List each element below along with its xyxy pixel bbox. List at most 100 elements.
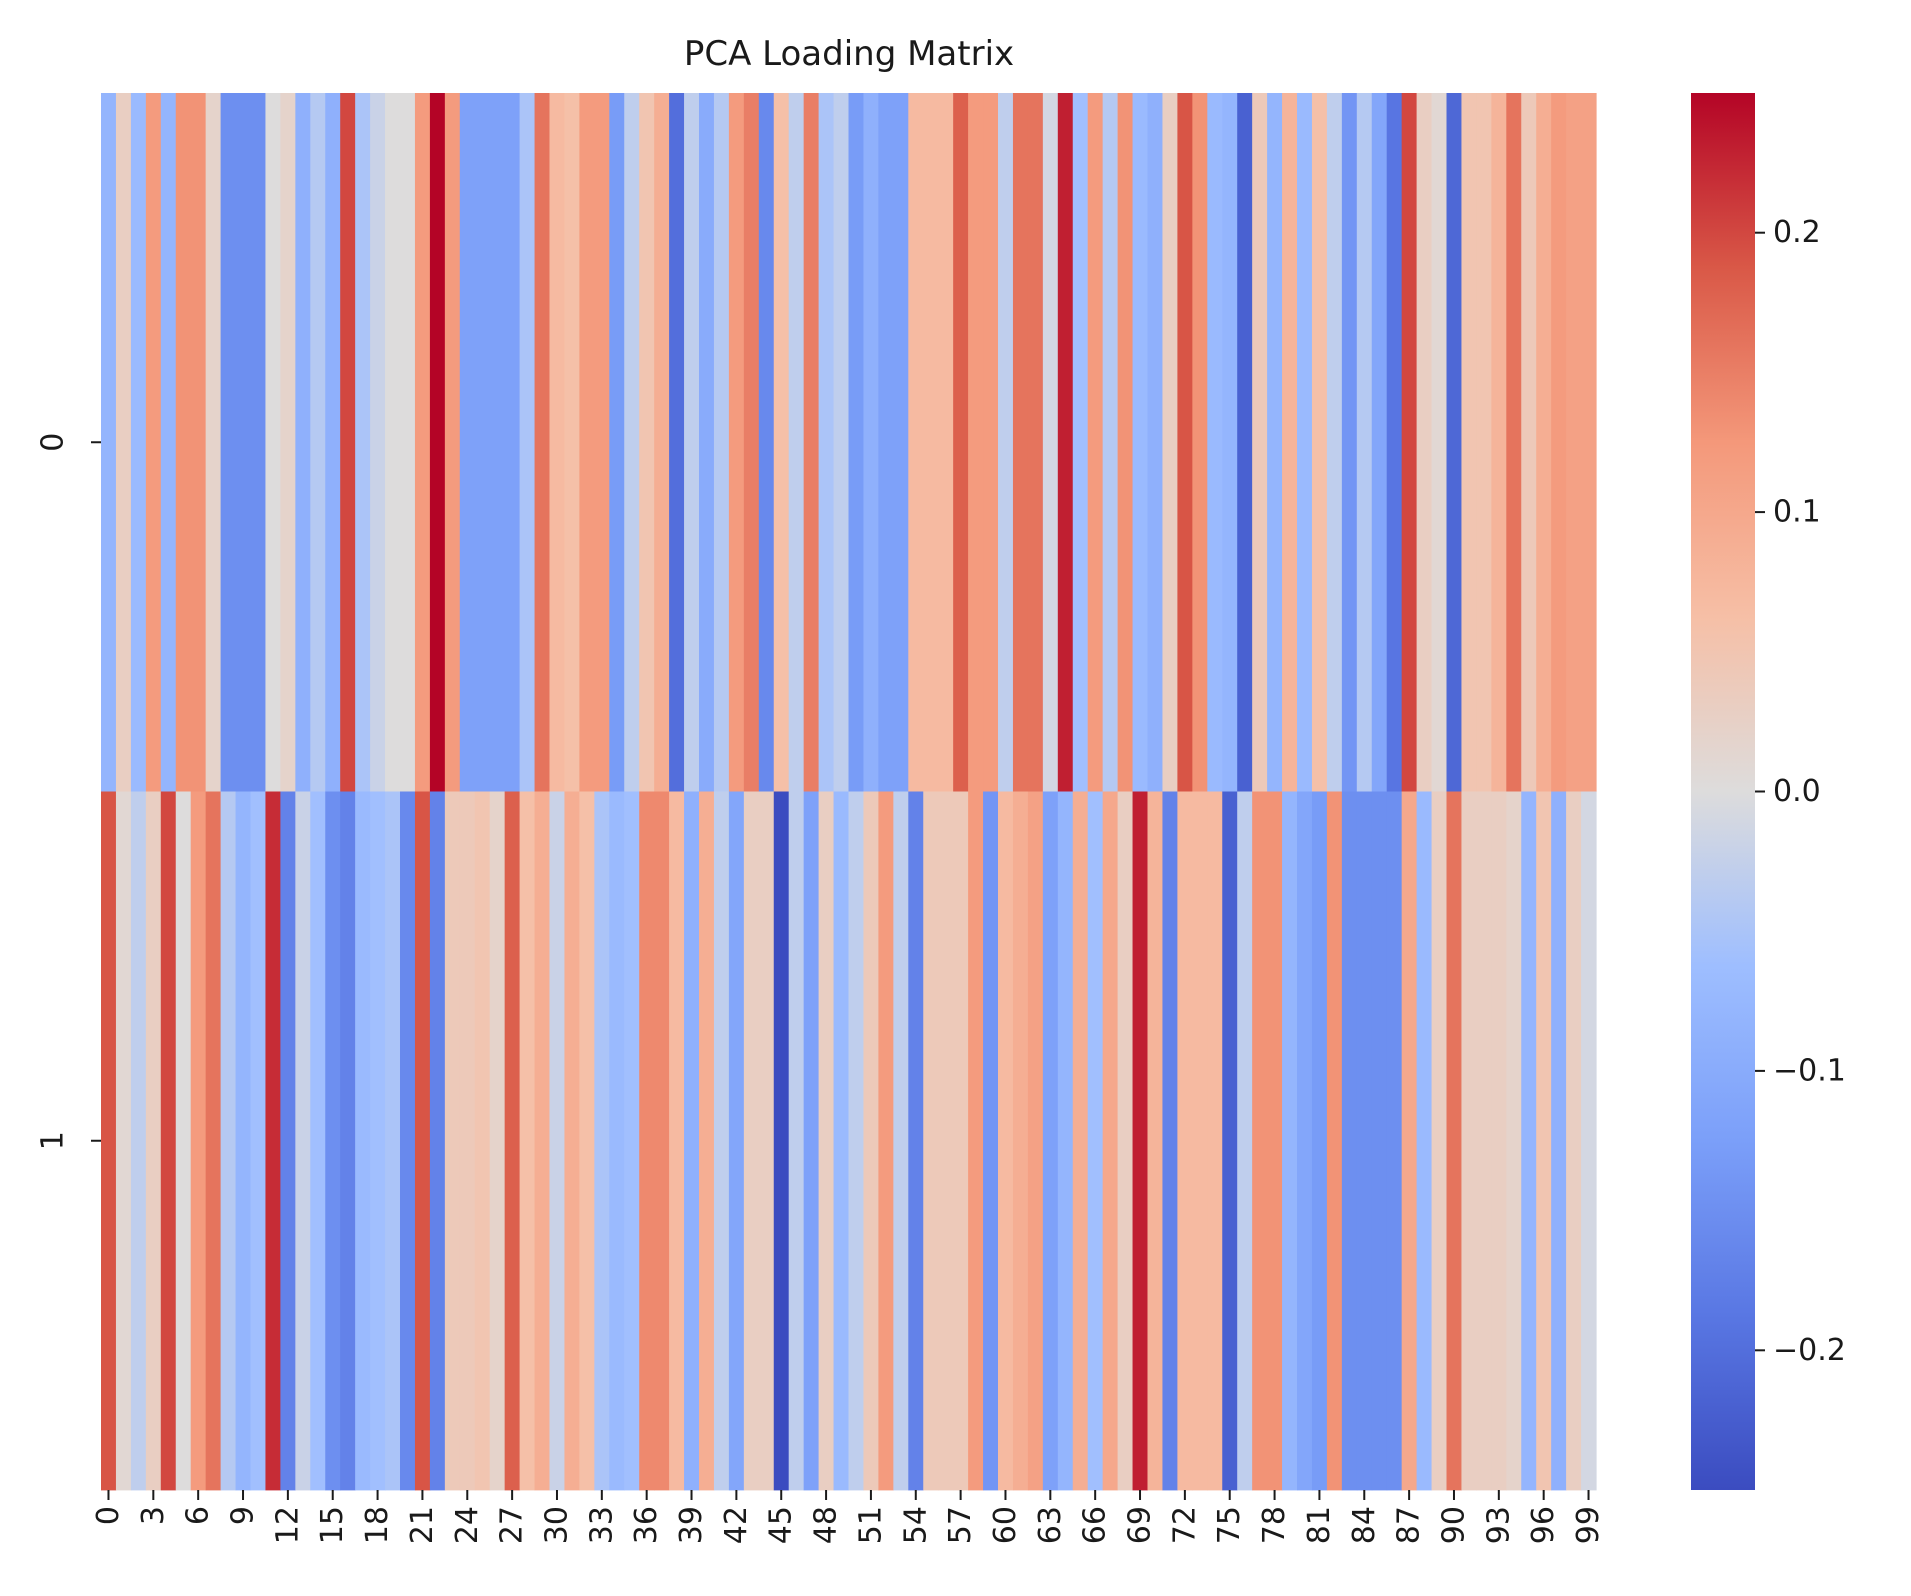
heatmap-cell	[1566, 791, 1582, 1491]
heatmap-cell	[1581, 93, 1597, 792]
heatmap-cell	[1506, 791, 1522, 1491]
heatmap-cell	[968, 93, 984, 792]
heatmap-cell	[609, 791, 625, 1491]
x-tick-label: 39	[674, 1506, 709, 1544]
heatmap-cell	[414, 93, 431, 792]
heatmap-cell	[1087, 791, 1104, 1491]
heatmap-cell	[1311, 791, 1328, 1491]
heatmap-cell	[788, 791, 805, 1491]
heatmap-cell	[310, 93, 326, 792]
heatmap-cell	[1087, 93, 1104, 792]
heatmap-cell	[773, 93, 790, 792]
heatmap-cell	[1102, 93, 1119, 792]
heatmap-cell	[280, 93, 296, 792]
heatmap-cell	[713, 791, 730, 1491]
heatmap-cell	[474, 93, 491, 792]
heatmap-cell	[400, 93, 416, 792]
heatmap-cell	[444, 93, 461, 792]
heatmap-cell	[624, 93, 640, 792]
heatmap-cell	[938, 93, 954, 792]
x-tick-label: 66	[1078, 1506, 1113, 1544]
heatmap-cell	[160, 93, 177, 792]
colorbar-tick-label: 0.2	[1773, 215, 1821, 250]
heatmap-cell	[175, 791, 192, 1491]
heatmap-cell	[654, 93, 670, 792]
heatmap-cell	[998, 93, 1014, 792]
heatmap-cell	[504, 93, 521, 792]
heatmap-cell	[1461, 93, 1477, 792]
x-tick-label: 48	[809, 1506, 844, 1544]
heatmap-cell	[579, 791, 595, 1491]
heatmap-cell	[1416, 93, 1433, 792]
x-tick-label: 42	[719, 1506, 754, 1544]
heatmap-cell	[1581, 791, 1597, 1491]
x-tick-label: 30	[539, 1506, 574, 1544]
x-tick-label: 51	[853, 1506, 888, 1544]
heatmap-cell	[220, 791, 237, 1491]
heatmap-cell	[1012, 791, 1029, 1491]
heatmap-cell	[385, 791, 401, 1491]
heatmap-cell	[1356, 93, 1373, 792]
heatmap-cell	[1431, 93, 1448, 792]
heatmap-cell	[1132, 93, 1149, 792]
heatmap-cell	[1027, 791, 1044, 1491]
heatmap-cell	[115, 93, 132, 792]
heatmap-cell	[953, 791, 969, 1491]
heatmap-cell	[459, 791, 476, 1491]
heatmap-cell	[1386, 791, 1403, 1491]
heatmap-cell	[1401, 93, 1418, 792]
heatmap-cell	[1192, 93, 1208, 792]
x-tick-label: 21	[405, 1506, 440, 1544]
heatmap-cell	[235, 93, 252, 792]
heatmap-cell	[115, 791, 132, 1491]
x-tick-label: 15	[315, 1506, 350, 1544]
colorbar-tick-label: 0.0	[1773, 774, 1821, 809]
heatmap-cell	[624, 791, 640, 1491]
heatmap-cell	[1401, 791, 1418, 1491]
heatmap-cell	[1147, 791, 1164, 1491]
heatmap-cell	[205, 791, 222, 1491]
heatmap-cell	[1057, 93, 1074, 792]
heatmap-cell	[370, 93, 386, 792]
x-tick-label: 3	[136, 1506, 171, 1525]
heatmap-cell	[429, 791, 446, 1491]
heatmap-cell	[953, 93, 969, 792]
x-tick-label: 24	[450, 1506, 485, 1544]
heatmap-cell	[983, 791, 999, 1491]
heatmap-cell	[340, 791, 356, 1491]
heatmap-cell	[1311, 93, 1328, 792]
heatmap-cell	[1027, 93, 1044, 792]
heatmap-cell	[400, 791, 416, 1491]
heatmap-cell	[1566, 93, 1582, 792]
heatmap-cell	[1177, 791, 1193, 1491]
heatmap-cell	[1267, 791, 1283, 1491]
heatmap-cell	[1521, 791, 1537, 1491]
x-tick-label: 78	[1257, 1506, 1292, 1544]
heatmap-cell	[429, 93, 446, 792]
heatmap-cell	[235, 791, 252, 1491]
heatmap-cell	[190, 791, 207, 1491]
heatmap-cell	[1326, 791, 1343, 1491]
heatmap-cell	[504, 791, 521, 1491]
heatmap-cell	[594, 93, 610, 792]
heatmap-cell	[130, 93, 147, 792]
heatmap-cell	[1491, 791, 1507, 1491]
heatmap-cell	[1042, 93, 1059, 792]
heatmap-cell	[489, 93, 506, 792]
heatmap-cell	[669, 93, 685, 792]
heatmap-cell	[205, 93, 222, 792]
heatmap-cell	[265, 93, 281, 792]
x-tick-label: 12	[270, 1506, 305, 1544]
heatmap-cell	[998, 791, 1014, 1491]
x-tick-label: 36	[629, 1506, 664, 1544]
heatmap-cell	[489, 791, 506, 1491]
heatmap-cell	[594, 791, 610, 1491]
heatmap-cell	[1491, 93, 1507, 792]
heatmap-cell	[1177, 93, 1193, 792]
heatmap-cell	[564, 791, 580, 1491]
heatmap-cell	[444, 791, 461, 1491]
x-tick-label: 9	[226, 1506, 261, 1525]
heatmap-cell	[1297, 93, 1313, 792]
heatmap-cell	[1192, 791, 1208, 1491]
y-axis: 01	[36, 433, 101, 1150]
